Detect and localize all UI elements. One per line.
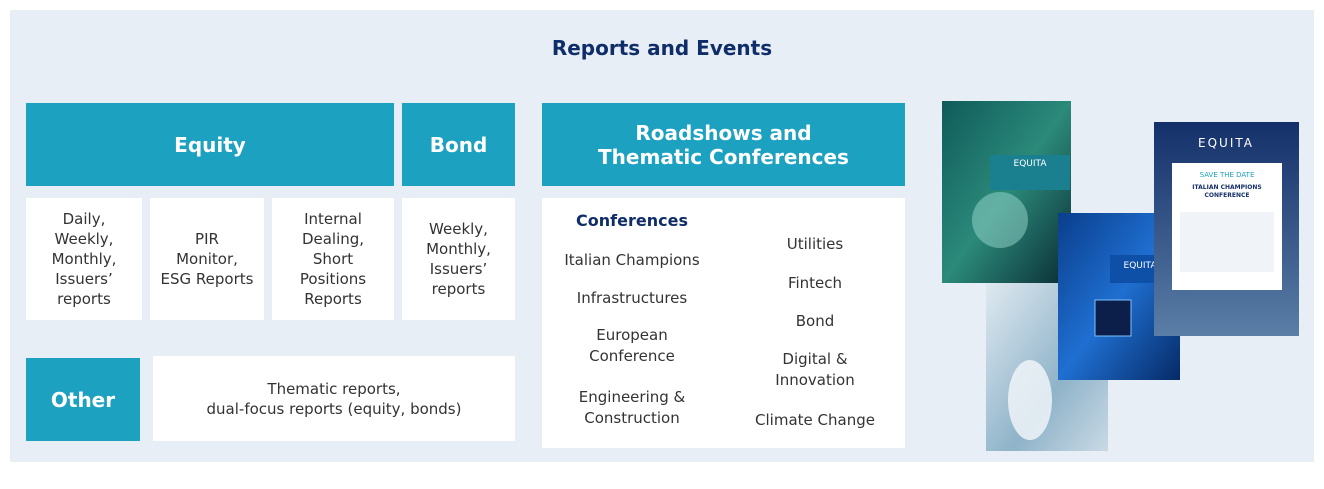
conferences-label: Conferences (576, 210, 688, 230)
equity-item: Internal Dealing, Short Positions Report… (272, 198, 394, 320)
equity-item: PIR Monitor, ESG Reports (150, 198, 264, 320)
brand: EQUITA (1124, 261, 1158, 271)
conference-item: Engineering & Construction (578, 388, 686, 427)
conference-item: Infrastructures (576, 288, 688, 307)
other-header: Other (26, 358, 140, 441)
equity-header: Equity (26, 103, 394, 186)
event-name: ITALIAN CHAMPIONS CONFERENCE (1192, 184, 1261, 199)
roadshows-header: Roadshows and Thematic Conferences (542, 103, 905, 186)
bond-item: Weekly, Monthly, Issuers’ reports (402, 198, 515, 320)
bond-header: Bond (402, 103, 515, 186)
brand: EQUITA (1014, 159, 1048, 169)
save-the-date: SAVE THE DATE (1200, 171, 1255, 179)
conferences-box (542, 198, 905, 448)
conference-item: Italian Champions (564, 250, 700, 269)
brand: EQUITA (1198, 136, 1254, 150)
equity-item: Daily, Weekly, Monthly, Issuers’ reports (26, 198, 142, 320)
thumbnail: EQUITA SAVE THE DATE ITALIAN CHAMPIONS CO… (1154, 122, 1299, 336)
thumbnail: EQUITA (942, 101, 1071, 283)
conference-item: Digital & Innovation (775, 350, 855, 389)
conference-item: Fintech (787, 273, 843, 292)
conference-item: Utilities (786, 234, 844, 253)
conference-item: Bond (795, 311, 835, 330)
title: Reports and Events (551, 36, 773, 60)
other-text: Thematic reports, dual-focus reports (eq… (153, 356, 515, 441)
conference-item: European Conference (589, 326, 675, 365)
conference-item: Climate Change (755, 410, 875, 429)
